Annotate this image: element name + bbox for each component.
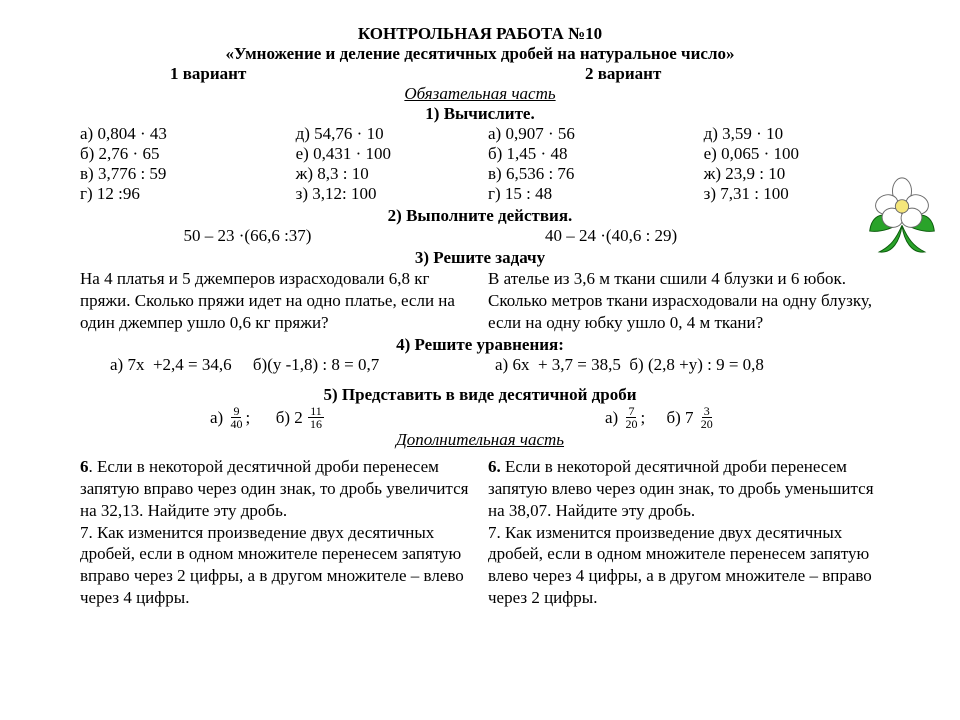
v1-e: е) 0,431 · 100	[296, 144, 472, 164]
v1-c: в) 3,776 : 59	[80, 164, 292, 184]
task-1-header: 1) Вычислите.	[80, 104, 880, 124]
v2-h: з) 7,31 : 100	[704, 184, 880, 204]
v1-extra: 6. Если в некоторой десятичной дроби пер…	[80, 456, 480, 608]
task-5-header: 5) Представить в виде десятичной дроби	[80, 385, 880, 405]
flower-icon	[864, 170, 940, 256]
variant-2-header: 2 вариант	[465, 64, 880, 84]
v2-g: г) 15 : 48	[488, 184, 700, 204]
v2-frac-a-pre: а)	[605, 408, 622, 428]
variant-1-calc: а) 0,804 · 43д) 54,76 · 10 б) 2,76 · 65е…	[80, 124, 480, 204]
v1-f: ж) 8,3 : 10	[296, 164, 472, 184]
v2-task3: В ателье из 3,6 м ткани сшили 4 блузки и…	[480, 268, 880, 333]
fraction-icon: 940	[228, 405, 244, 430]
task-2-header: 2) Выполните действия.	[80, 206, 880, 226]
v1-frac-a-pre: а)	[210, 408, 227, 428]
v2-frac: а) 720; б) 7 320	[485, 405, 880, 430]
variant-2-calc: а) 0,907 · 56д) 3,59 · 10 б) 1,45 · 48е)…	[480, 124, 880, 204]
v2-b: б) 1,45 · 48	[488, 144, 700, 164]
subtitle: «Умножение и деление десятичных дробей н…	[80, 44, 880, 64]
v2-e: е) 0,065 · 100	[704, 144, 880, 164]
v1-a: а) 0,804 · 43	[80, 124, 292, 144]
v1-frac-b-pre: б) 2	[254, 408, 307, 428]
v1-task3: На 4 платья и 5 джемперов израсходовали …	[80, 268, 480, 333]
v1-h: з) 3,12: 100	[296, 184, 472, 204]
v2-frac-b-pre: б) 7	[649, 408, 697, 428]
fraction-icon: 320	[699, 405, 715, 430]
v2-f: ж) 23,9 : 10	[704, 164, 880, 184]
v1-g: г) 12 :96	[80, 184, 292, 204]
task-3-header: 3) Решите задачу	[80, 248, 880, 268]
v2-c: в) 6,536 : 76	[488, 164, 700, 184]
v2-d: д) 3,59 · 10	[704, 124, 880, 144]
v1-d: д) 54,76 · 10	[296, 124, 472, 144]
fraction-icon: 1116	[308, 405, 324, 430]
additional-header: Дополнительная часть	[80, 430, 880, 450]
title: КОНТРОЛЬНАЯ РАБОТА №10	[80, 24, 880, 44]
v2-eq: а) 6х + 3,7 = 38,5 б) (2,8 +у) : 9 = 0,8	[495, 355, 880, 375]
v1-frac: а) 940; б) 2 1116	[80, 405, 485, 430]
v2-a: а) 0,907 · 56	[488, 124, 700, 144]
v1-b: б) 2,76 · 65	[80, 144, 292, 164]
v2-action: 40 – 24 ·(40,6 : 29)	[415, 226, 880, 246]
v1-action: 50 – 23 ·(66,6 :37)	[80, 226, 415, 246]
v1-eq: а) 7х +2,4 = 34,6 б)(у -1,8) : 8 = 0,7	[80, 355, 495, 375]
mandatory-header: Обязательная часть	[80, 84, 880, 104]
fraction-icon: 720	[623, 405, 639, 430]
v2-extra: 6. Если в некоторой десятичной дроби пер…	[480, 456, 880, 608]
task-4-header: 4) Решите уравнения:	[80, 335, 880, 355]
variant-1-header: 1 вариант	[80, 64, 465, 84]
